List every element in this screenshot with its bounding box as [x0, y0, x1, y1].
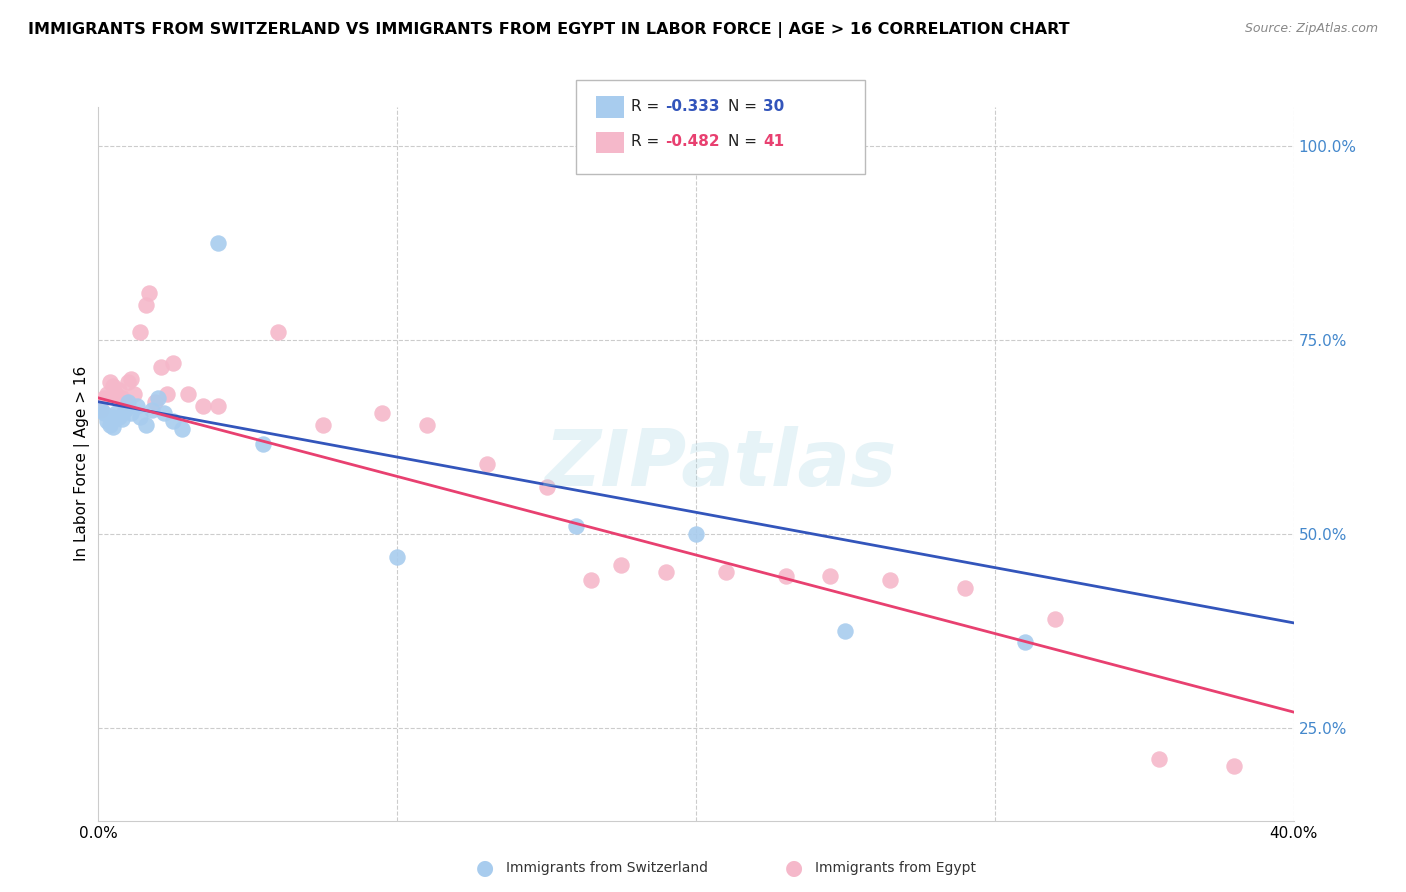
Point — [105, 387, 128, 401]
Point — [100, 376, 122, 390]
Point — [565, 519, 588, 533]
Point — [135, 298, 157, 312]
Point — [103, 419, 125, 434]
Point — [207, 235, 229, 250]
Point — [416, 418, 439, 433]
Text: ●: ● — [786, 858, 803, 878]
Point — [93, 391, 115, 405]
Point — [834, 624, 856, 638]
Point — [114, 394, 136, 409]
Point — [117, 394, 139, 409]
Text: ●: ● — [477, 858, 494, 878]
Point — [138, 286, 160, 301]
Point — [143, 394, 166, 409]
Point — [153, 406, 176, 420]
Point — [371, 406, 394, 420]
Point — [90, 402, 112, 417]
Point — [93, 406, 115, 420]
Point — [129, 325, 152, 339]
Point — [252, 437, 274, 451]
Point — [536, 480, 558, 494]
Text: N =: N = — [728, 99, 762, 113]
Text: 30: 30 — [763, 99, 785, 113]
Point — [105, 406, 128, 420]
Text: 41: 41 — [763, 135, 785, 149]
Point — [879, 573, 901, 587]
Point — [117, 376, 139, 390]
Point — [207, 399, 229, 413]
Point — [581, 573, 603, 587]
Text: Immigrants from Egypt: Immigrants from Egypt — [815, 861, 977, 875]
Point — [1147, 751, 1170, 765]
Text: R =: R = — [631, 135, 665, 149]
Point — [172, 422, 194, 436]
Point — [127, 399, 149, 413]
Point — [114, 402, 136, 417]
Point — [96, 387, 118, 401]
Point — [1043, 612, 1066, 626]
Y-axis label: In Labor Force | Age > 16: In Labor Force | Age > 16 — [75, 367, 90, 561]
Point — [655, 566, 678, 580]
Point — [90, 402, 112, 417]
Point — [162, 356, 184, 370]
Point — [100, 418, 122, 433]
Text: R =: R = — [631, 99, 665, 113]
Point — [150, 359, 173, 374]
Point — [267, 325, 290, 339]
Text: -0.333: -0.333 — [665, 99, 720, 113]
Point — [124, 387, 146, 401]
Point — [111, 391, 134, 405]
Point — [953, 581, 976, 595]
Text: Source: ZipAtlas.com: Source: ZipAtlas.com — [1244, 22, 1378, 36]
Point — [96, 414, 118, 428]
Point — [135, 418, 157, 433]
Text: ZIPatlas: ZIPatlas — [544, 425, 896, 502]
Point — [1223, 759, 1246, 773]
Point — [129, 410, 152, 425]
Point — [385, 549, 409, 564]
Point — [775, 569, 797, 583]
Text: -0.482: -0.482 — [665, 135, 720, 149]
Point — [120, 406, 142, 420]
Point — [685, 526, 707, 541]
Point — [610, 558, 633, 572]
Text: Immigrants from Switzerland: Immigrants from Switzerland — [506, 861, 709, 875]
Text: N =: N = — [728, 135, 762, 149]
Point — [177, 387, 200, 401]
Point — [148, 391, 170, 405]
Point — [108, 410, 131, 425]
Point — [103, 410, 125, 425]
Point — [191, 399, 214, 413]
Point — [820, 569, 842, 583]
Text: IMMIGRANTS FROM SWITZERLAND VS IMMIGRANTS FROM EGYPT IN LABOR FORCE | AGE > 16 C: IMMIGRANTS FROM SWITZERLAND VS IMMIGRANT… — [28, 22, 1070, 38]
Point — [141, 402, 163, 417]
Point — [108, 383, 131, 397]
Point — [103, 379, 125, 393]
Point — [311, 418, 333, 433]
Point — [120, 371, 142, 385]
Point — [162, 414, 184, 428]
Point — [714, 566, 737, 580]
Point — [475, 457, 498, 471]
Point — [111, 412, 134, 426]
Point — [1014, 635, 1036, 649]
Point — [156, 387, 179, 401]
